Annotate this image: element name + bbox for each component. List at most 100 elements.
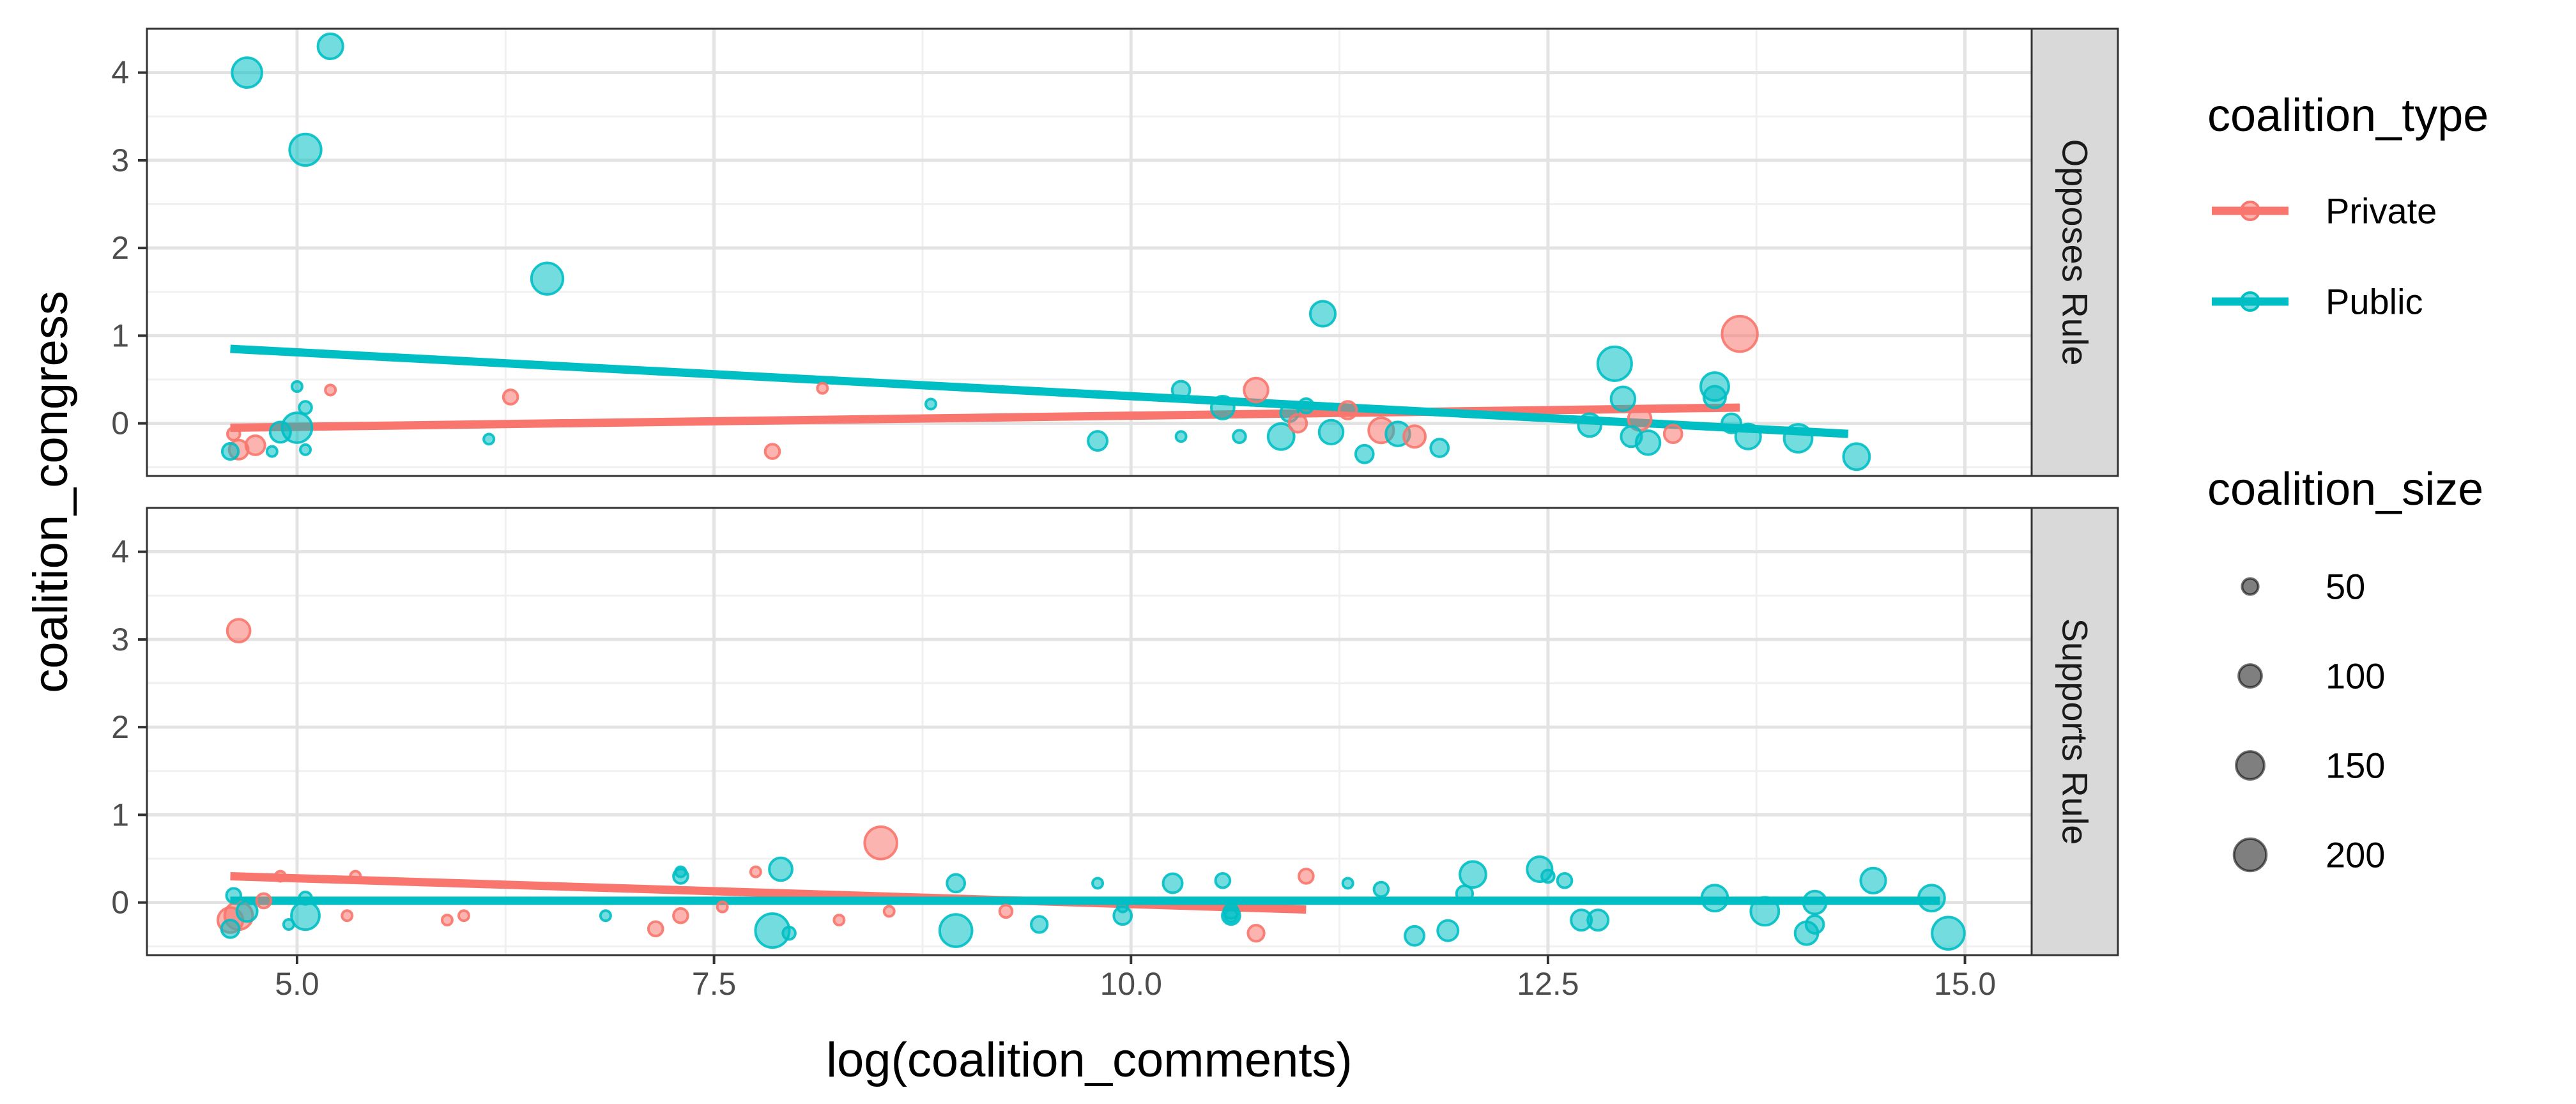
data-point-public [1429, 438, 1450, 458]
x-tick-label: 10.0 [1100, 966, 1162, 1002]
data-point-public [1170, 379, 1192, 401]
x-tick-label: 15.0 [1934, 966, 1996, 1002]
data-point-public [1298, 397, 1315, 415]
data-point-private [502, 388, 519, 406]
data-point-public [781, 925, 797, 941]
legend-label: 50 [2326, 567, 2365, 607]
data-point-public [1842, 442, 1871, 471]
y-tick-label: 2 [111, 709, 129, 745]
data-point-private [1243, 376, 1269, 404]
data-point-private [1298, 868, 1315, 885]
data-point-public [1721, 412, 1743, 434]
x-tick-label: 5.0 [275, 966, 319, 1002]
data-point-public [290, 380, 303, 393]
data-point-public [1782, 423, 1814, 454]
data-point-public [1609, 385, 1637, 412]
x-tick-label: 7.5 [692, 966, 737, 1002]
data-point-public [220, 441, 240, 461]
data-point-public [1174, 430, 1188, 443]
y-tick-label: 0 [111, 885, 129, 921]
data-point-private [273, 870, 287, 883]
y-tick-label: 2 [111, 230, 129, 266]
data-points [216, 618, 1966, 951]
data-point-public [299, 443, 312, 456]
data-point-public [1030, 915, 1049, 934]
data-point-private [816, 381, 829, 395]
data-point-private [226, 426, 241, 441]
y-tick-label: 4 [111, 534, 129, 570]
legend-label: Public [2326, 282, 2423, 322]
legend-label: 150 [2326, 746, 2385, 786]
data-point-public [530, 261, 565, 296]
data-point-public [1570, 908, 1593, 932]
data-point-private [1402, 424, 1427, 449]
data-point-public [1354, 443, 1375, 464]
data-point-public [1620, 425, 1643, 448]
data-point-public [938, 913, 974, 948]
data-point-public [1804, 914, 1825, 935]
data-point-public [599, 909, 612, 923]
data-point-private [998, 903, 1014, 919]
panel-supports-rule [146, 507, 2033, 956]
data-point-public [1116, 900, 1130, 914]
data-point-private [863, 825, 898, 861]
data-point-public [298, 400, 313, 415]
data-point-public [1091, 877, 1105, 890]
data-point-public [225, 887, 243, 904]
data-point-public [1556, 872, 1574, 889]
legend-label: 100 [2326, 656, 2385, 696]
legend-key-private: Private [2212, 191, 2437, 231]
facet-label-opposes-rule: Opposes Rule [2055, 139, 2096, 366]
legend-size-entries: 50 100 150 200 [2232, 567, 2385, 875]
data-point-public [1087, 430, 1109, 452]
data-point-private [255, 892, 273, 910]
y-tick-label: 1 [111, 797, 129, 832]
data-point-public [1341, 877, 1354, 890]
data-point-public [924, 397, 937, 411]
data-point-private [457, 909, 471, 923]
data-point-public [1162, 872, 1184, 894]
data-point-private [763, 443, 781, 460]
data-point-public [1436, 919, 1460, 942]
data-point-private [324, 383, 337, 397]
data-point-private [832, 914, 846, 927]
axes: 0 1 2 3 4 0 1 2 3 4 5.0 7.5 10.0 12.5 15.0 [111, 55, 1996, 1002]
data-point-public [1209, 395, 1236, 420]
legend-key-public: Public [2212, 282, 2423, 322]
legend-size-key: 200 [2232, 835, 2385, 875]
panel-background [147, 508, 2032, 955]
data-point-public [1859, 866, 1887, 894]
data-point-public [268, 420, 292, 444]
data-point-public [1596, 345, 1633, 382]
x-tick-label: 12.5 [1517, 966, 1579, 1002]
data-point-public [1703, 385, 1727, 410]
data-point-public [1540, 868, 1556, 884]
data-point-public [768, 856, 793, 882]
data-point-private [440, 914, 454, 927]
facet-strip-supports-rule: Supports Rule [2030, 507, 2119, 956]
data-point-public [1223, 908, 1239, 924]
data-point-private [1662, 424, 1683, 444]
data-point-public [1372, 880, 1390, 898]
facet-strip-background [2030, 27, 2119, 477]
data-point-private [226, 618, 252, 644]
legend-key-point [2240, 201, 2260, 221]
y-tick-label: 4 [111, 55, 129, 91]
legend-label: 200 [2326, 835, 2385, 875]
x-axis-title: log(coalition_comments) [826, 1033, 1353, 1087]
legend-size-key: 100 [2237, 656, 2385, 696]
panel-opposes-rule [146, 27, 2033, 477]
data-point-public [265, 445, 279, 458]
data-point-public [1577, 412, 1603, 438]
data-point-public [1459, 860, 1487, 889]
facet-label-supports-rule: Supports Rule [2055, 618, 2096, 845]
data-point-public [298, 890, 313, 906]
data-point-public [290, 900, 321, 931]
data-point-public [482, 433, 496, 446]
facet-strip-background [2030, 507, 2119, 956]
data-point-public [316, 32, 344, 61]
data-points [220, 32, 1871, 471]
legend-color-entries: Private Public [2212, 191, 2437, 322]
legend-size-circle [2237, 663, 2263, 689]
